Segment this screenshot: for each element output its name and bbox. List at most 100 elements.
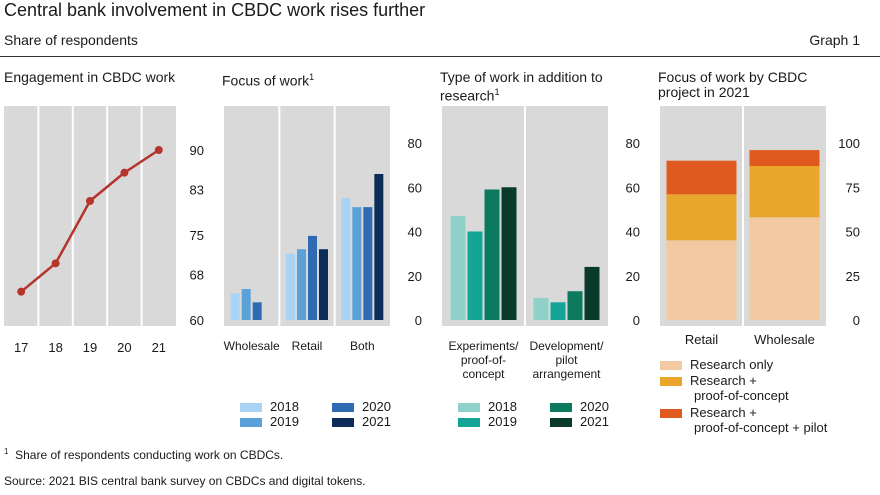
y-tick-label: 100 (838, 136, 860, 151)
legend-type-2018: 2018 (458, 399, 517, 414)
legend-swatch (332, 418, 354, 428)
category-label: Retail (292, 339, 323, 353)
legend-type-2020: 2020 (550, 399, 609, 414)
panel-title-type: Type of work in addition to research1 (440, 69, 603, 104)
data-point-20 (120, 168, 129, 177)
panel-title-engagement: Engagement in CBDC work (4, 69, 176, 85)
x-tick-label: 18 (48, 340, 62, 355)
category-label: concept (462, 367, 505, 381)
bar-type-2020 (484, 189, 500, 320)
panel-title-project: Focus of work by CBDC project in 2021 (658, 69, 808, 100)
legend-swatch (660, 409, 682, 419)
bar-type-2021 (501, 187, 517, 320)
y-tick-label: 80 (626, 136, 640, 151)
bar-focus-2020 (363, 207, 373, 320)
y-tick-label: 0 (415, 313, 422, 328)
bar-type-2021 (584, 266, 600, 320)
y-tick-label: 68 (190, 268, 204, 283)
legend-swatch (332, 403, 354, 413)
category-label: Development/ (529, 339, 604, 353)
category-label: Experiments/ (448, 339, 519, 353)
y-tick-label: 75 (190, 228, 204, 243)
stacked-bar-Retail-Research + proof-of-concept + pilot (666, 160, 737, 195)
footnote-mark: 1 (4, 447, 9, 456)
bar-type-2019 (550, 302, 566, 320)
legend-swatch (458, 403, 480, 413)
legend-swatch (550, 418, 572, 428)
stacked-bar-Retail-Research only (666, 240, 737, 320)
bar-focus-2020 (252, 302, 262, 320)
legend-label: Research + (690, 373, 757, 388)
legend-focus-2021: 2021 (332, 414, 391, 429)
x-tick-label: 17 (14, 340, 28, 355)
footnote-1: 1 Share of respondents conducting work o… (4, 447, 283, 462)
stacked-bar-Wholesale-Research only (749, 217, 820, 320)
legend-research-poc: Research + (660, 373, 757, 388)
legend-focus-2019: 2019 (240, 414, 299, 429)
legend-research-poc-pilot-line2: proof-of-concept + pilot (694, 420, 828, 435)
legend-label: Research + (690, 405, 757, 420)
y-tick-label: 50 (846, 225, 860, 240)
bar-focus-2019 (352, 207, 362, 320)
bar-focus-2018 (341, 198, 351, 320)
legend-research-poc-pilot: Research + (660, 405, 757, 420)
legend-label: 2020 (580, 399, 609, 414)
category-label: Wholesale (754, 332, 815, 347)
legend-swatch (660, 377, 682, 387)
bar-focus-2019 (297, 249, 306, 320)
source-note: Source: 2021 BIS central bank survey on … (4, 474, 366, 488)
bar-type-2018 (533, 297, 549, 320)
legend-swatch (550, 403, 572, 413)
bar-focus-2018 (230, 293, 240, 320)
category-label: Retail (685, 332, 718, 347)
legend-focus-2018: 2018 (240, 399, 299, 414)
stacked-bar-Wholesale-Research + proof-of-concept + pilot (749, 150, 820, 167)
y-tick-label: 90 (190, 143, 204, 158)
graph-number: Graph 1 (809, 32, 860, 48)
bar-focus-2018 (286, 253, 295, 320)
bar-focus-2021 (319, 249, 328, 320)
legend-swatch (240, 403, 262, 413)
legend-label: 2019 (488, 414, 517, 429)
legend-research-only: Research only (660, 357, 773, 372)
footnote-text: Share of respondents conducting work on … (15, 448, 284, 462)
y-tick-label: 75 (846, 180, 860, 195)
plot-background (224, 106, 390, 326)
y-tick-label: 40 (408, 225, 422, 240)
header-rule (0, 56, 880, 57)
legend-swatch (240, 418, 262, 428)
legend-label: Research only (690, 357, 774, 372)
legend-label: 2021 (362, 414, 391, 429)
category-label: Both (350, 339, 375, 353)
panel-title-focus: Focus of work1 (222, 72, 315, 89)
bar-type-2019 (467, 231, 483, 320)
category-label: arrangement (532, 367, 601, 381)
stacked-bar-Wholesale-Research + proof-of-concept (749, 166, 820, 218)
x-tick-label: 21 (152, 340, 166, 355)
bar-focus-2019 (241, 289, 251, 320)
bar-type-2020 (567, 291, 583, 320)
chart-title: Central bank involvement in CBDC work ri… (4, 0, 426, 20)
legend-type-2021: 2021 (550, 414, 609, 429)
category-label: pilot (555, 353, 578, 367)
data-point-17 (17, 287, 26, 296)
chart-subtitle: Share of respondents (4, 32, 138, 48)
y-tick-label: 20 (408, 269, 422, 284)
data-point-21 (154, 146, 163, 154)
legend-label: 2021 (580, 414, 609, 429)
legend-label: 2018 (270, 399, 299, 414)
y-tick-label: 0 (633, 313, 640, 328)
y-tick-label: 83 (190, 183, 204, 198)
legend-type-2019: 2019 (458, 414, 517, 429)
data-point-19 (86, 197, 94, 205)
legend-label: 2020 (362, 399, 391, 414)
bar-type-2018 (450, 216, 466, 320)
y-tick-label: 60 (626, 180, 640, 195)
plot-background (4, 106, 176, 326)
y-tick-label: 25 (846, 269, 860, 284)
legend-label: 2019 (270, 414, 299, 429)
y-tick-label: 20 (626, 269, 640, 284)
legend-focus-2020: 2020 (332, 399, 391, 414)
legend-label: 2018 (488, 399, 517, 414)
